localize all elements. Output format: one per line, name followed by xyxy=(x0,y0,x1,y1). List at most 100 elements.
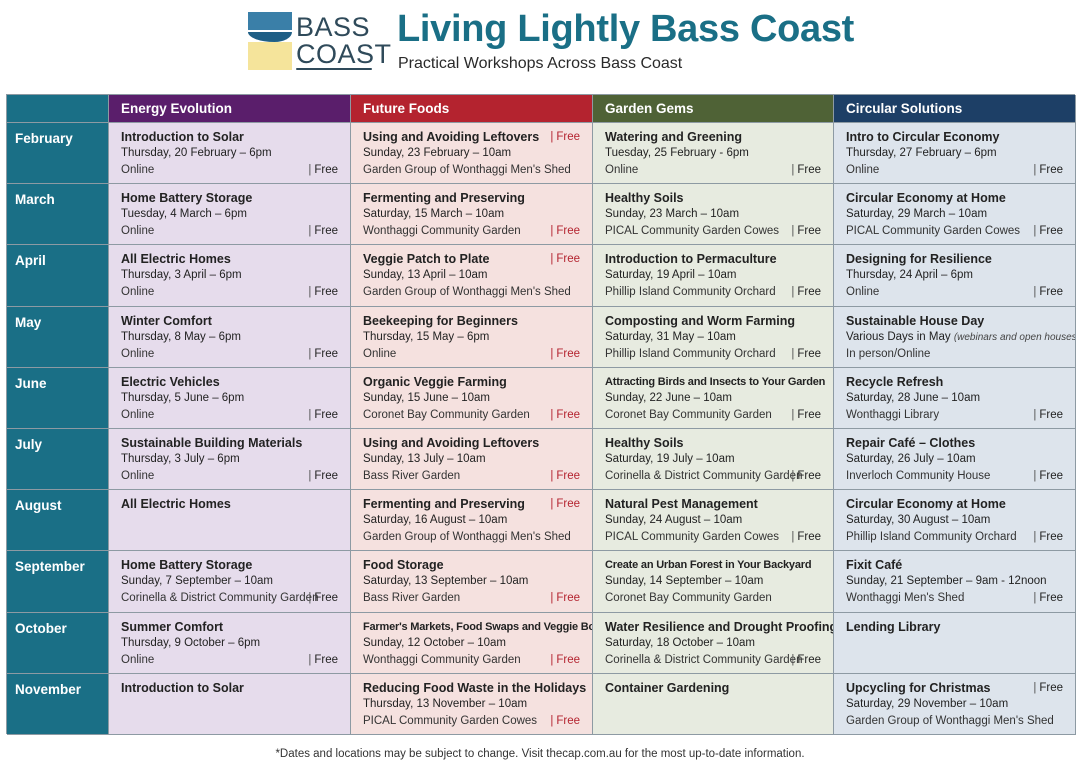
workshop-location: Bass River Garden xyxy=(363,469,461,482)
workshop-cell-circular-solutions: Designing for Resilience Thursday, 24 Apr… xyxy=(834,245,1076,307)
column-header-energy-evolution: Energy Evolution xyxy=(109,95,351,123)
workshop-title: Introduction to Permaculture xyxy=(605,252,777,267)
workshop-location: Garden Group of Wonthaggi Men's Shed xyxy=(363,164,571,176)
workshop-title: Attracting Birds and Insects to Your Gar… xyxy=(605,375,826,388)
workshop-date-text: Thursday, 20 February – 6pm xyxy=(121,147,272,159)
workshop-title: Upcycling for Christmas xyxy=(846,680,991,695)
workshop-date-text: Sunday, 23 February – 10am xyxy=(363,147,512,159)
workshop-title: Healthy Soils xyxy=(605,435,684,450)
workshop-location: Corinella & District Community Garden xyxy=(605,653,803,666)
workshop-title: Reducing Food Waste in the Holidays xyxy=(363,680,587,695)
month-label: June xyxy=(7,367,109,429)
workshop-date-text: Thursday, 8 May – 6pm xyxy=(121,330,241,343)
free-badge: | Free xyxy=(308,408,338,421)
month-label: March xyxy=(7,184,109,246)
column-header-garden-gems: Garden Gems xyxy=(593,95,834,123)
free-badge: | Free xyxy=(791,347,821,360)
workshop-date: Saturday, 16 August – 10am xyxy=(363,514,507,526)
workshop-date-text: Sunday, 22 June – 10am xyxy=(605,391,733,404)
free-label: Free xyxy=(556,469,580,482)
free-label: Free xyxy=(1039,592,1063,605)
workshop-date: Sunday, 12 October – 10am xyxy=(363,637,506,649)
workshop-date: Sunday, 21 September – 9am - 12noon xyxy=(846,575,1047,587)
workshop-location: Coronet Bay Community Garden xyxy=(605,408,772,421)
workshop-date: Saturday, 19 July – 10am xyxy=(605,453,735,465)
workshop-title: All Electric Homes xyxy=(121,497,231,512)
free-label: Free xyxy=(797,225,821,238)
free-badge: | Free xyxy=(308,286,338,299)
free-label: Free xyxy=(797,531,821,544)
workshop-date-text: Saturday, 29 March – 10am xyxy=(846,208,988,221)
workshop-date-text: Thursday, 15 May – 6pm xyxy=(363,330,490,343)
workshop-cell-garden-gems: Composting and Worm Farming Saturday, 31 … xyxy=(593,306,834,368)
workshop-location: PICAL Community Garden Cowes xyxy=(605,225,780,238)
workshop-schedule-table: Energy Evolution Future Foods Garden Gem… xyxy=(6,94,1076,735)
free-badge: | Free xyxy=(1033,408,1063,421)
workshop-date-text: Saturday, 19 July – 10am xyxy=(605,452,735,465)
page-header: BASS COAST Living Lightly Bass Coast Pra… xyxy=(0,0,1080,92)
free-label: Free xyxy=(314,653,338,666)
workshop-cell-future-foods: Veggie Patch to Plate Sunday, 13 April – … xyxy=(351,245,593,307)
workshop-location: PICAL Community Garden Cowes xyxy=(846,225,1021,238)
workshop-cell-circular-solutions: Intro to Circular Economy Thursday, 27 Fe… xyxy=(834,123,1076,185)
workshop-date: Sunday, 13 July – 10am xyxy=(363,453,486,465)
workshop-location: Wonthaggi Library xyxy=(846,408,940,421)
free-label: Free xyxy=(556,253,580,266)
free-badge: | Free xyxy=(308,653,338,666)
column-header-future-foods: Future Foods xyxy=(351,95,593,123)
workshop-cell-future-foods: Fermenting and Preserving Saturday, 15 Ma… xyxy=(351,184,593,246)
workshop-title: Organic Veggie Farming xyxy=(363,374,507,389)
free-badge: | Free xyxy=(550,498,580,511)
free-badge: | Free xyxy=(1033,286,1063,299)
workshop-location: PICAL Community Garden Cowes xyxy=(363,714,538,727)
workshop-date-text: Saturday, 13 September – 10am xyxy=(363,575,529,588)
workshop-cell-garden-gems: Healthy Soils Saturday, 19 July – 10am Cor… xyxy=(593,428,834,491)
free-badge: | Free xyxy=(791,225,821,238)
free-badge: | Free xyxy=(791,408,821,421)
workshop-title: Fermenting and Preserving xyxy=(363,497,525,512)
workshop-cell-energy-evolution: Winter Comfort Thursday, 8 May – 6pm Onlin… xyxy=(109,306,351,368)
free-badge: | Free xyxy=(791,469,821,482)
workshop-location: Online xyxy=(121,469,155,482)
month-label: July xyxy=(7,428,109,491)
workshop-location: Bass River Garden xyxy=(363,592,461,605)
free-badge: | Free xyxy=(308,225,338,238)
workshop-title: Sustainable House Day xyxy=(846,313,985,328)
workshop-date: Tuesday, 4 March – 6pm xyxy=(121,208,247,220)
workshop-date-text: Saturday, 30 August – 10am xyxy=(846,514,991,527)
workshop-date-text: Thursday, 13 November – 10am xyxy=(363,697,528,710)
month-label: November xyxy=(7,673,109,735)
free-badge: | Free xyxy=(550,408,580,421)
workshop-location: Wonthaggi Community Garden xyxy=(363,225,521,238)
free-label: Free xyxy=(314,592,338,605)
month-label: September xyxy=(7,551,109,613)
free-badge: | Free xyxy=(1033,469,1063,482)
workshop-title: Using and Avoiding Leftovers xyxy=(363,130,540,144)
workshop-cell-circular-solutions: Lending Library xyxy=(834,612,1076,674)
logo-underline xyxy=(296,68,372,70)
workshop-title: Container Gardening xyxy=(605,680,730,695)
workshop-date: Thursday, 8 May – 6pm xyxy=(121,331,241,343)
workshop-cell-future-foods: Using and Avoiding Leftovers Sunday, 23 F… xyxy=(351,123,593,185)
free-label: Free xyxy=(556,347,580,360)
workshop-date: Saturday, 31 May – 10am xyxy=(605,331,736,343)
workshop-cell-future-foods: Food Storage Saturday, 13 September – 10a… xyxy=(351,551,593,613)
workshop-cell-circular-solutions: Circular Economy at Home Saturday, 30 Aug… xyxy=(834,490,1076,552)
workshop-date-text: Thursday, 3 April – 6pm xyxy=(121,269,242,282)
column-header-circular-solutions: Circular Solutions xyxy=(834,95,1076,123)
logo-line-1: BASS xyxy=(296,12,371,42)
free-label: Free xyxy=(797,286,821,299)
workshop-cell-circular-solutions: Recycle Refresh Saturday, 28 June – 10am W… xyxy=(834,367,1076,429)
workshop-cell-energy-evolution: Electric Vehicles Thursday, 5 June – 6pm O… xyxy=(109,367,351,429)
workshop-date-text: Thursday, 27 February – 6pm xyxy=(846,147,997,159)
free-badge: | Free xyxy=(550,347,580,360)
free-label: Free xyxy=(1039,286,1063,299)
workshop-date-text: Tuesday, 4 March – 6pm xyxy=(121,208,247,221)
free-badge: | Free xyxy=(791,164,821,176)
workshop-date: Sunday, 15 June – 10am xyxy=(363,392,490,404)
workshop-date: Sunday, 13 April – 10am xyxy=(363,269,487,281)
free-label: Free xyxy=(1039,164,1063,176)
free-badge: | Free xyxy=(1033,531,1063,544)
workshop-date: Thursday, 24 April – 6pm xyxy=(846,269,973,281)
workshop-date-text: Various Days in May xyxy=(846,330,951,343)
